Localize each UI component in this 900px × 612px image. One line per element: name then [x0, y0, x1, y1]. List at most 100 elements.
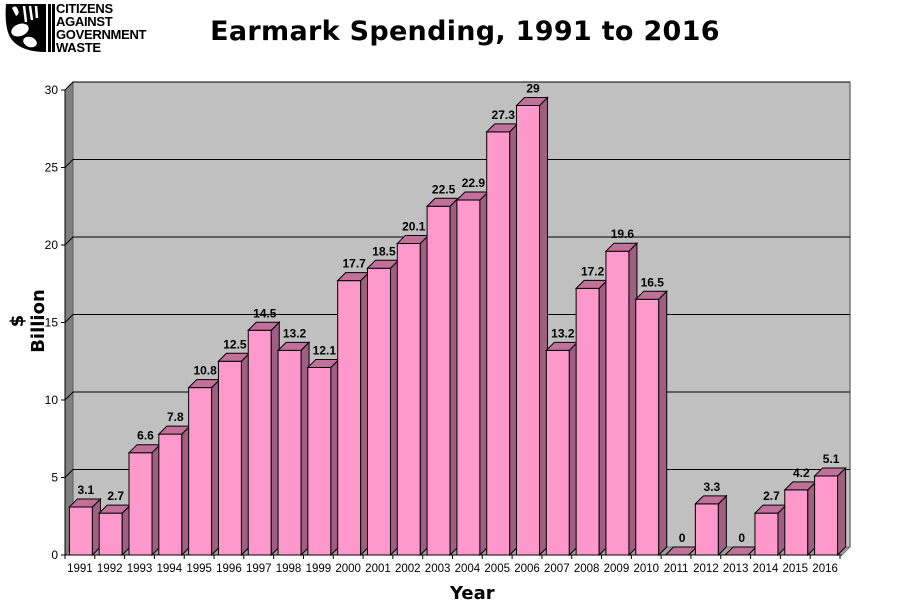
logo-line: CITIZENS: [56, 1, 113, 16]
x-tick-label: 2006: [514, 563, 540, 575]
bar: 6.6: [127, 429, 162, 557]
gridline-side: [64, 469, 74, 478]
data-label: 13.2: [283, 326, 307, 340]
data-label: 0: [679, 531, 686, 545]
data-label: 19.6: [611, 227, 635, 241]
bar: 29: [515, 82, 549, 557]
bar-front: [814, 475, 839, 556]
bar-front: [366, 267, 391, 556]
bar: 3.1: [68, 483, 102, 557]
bar-side: [837, 466, 847, 557]
bar-top: [813, 467, 847, 477]
bar: 12.5: [217, 337, 251, 557]
bar-top: [515, 97, 549, 106]
data-label: 12.5: [223, 337, 247, 351]
cagw-logo: CITIZENS AGAINST GOVERNMENT WASTE: [2, 0, 146, 58]
x-tick-label: 1992: [97, 563, 123, 575]
bar: 27.3: [485, 108, 519, 557]
data-label: 7.8: [167, 410, 184, 424]
x-tick-label: 2001: [365, 563, 391, 575]
bars: 3.1 2.7 6.6 7.8 10.8 12.5 14.5 13.2 12.1 17.7 18.5…: [68, 82, 847, 557]
gridline-side: [64, 314, 74, 323]
bar: 16.5: [634, 275, 668, 557]
data-label: 6.6: [137, 429, 154, 443]
x-tick-label: 2011: [664, 563, 689, 575]
bar-side: [658, 290, 668, 557]
data-label: 5.1: [823, 452, 840, 466]
x-tick-label: 1993: [127, 563, 153, 575]
bar-front: [128, 452, 153, 556]
bar-top: [276, 341, 311, 351]
x-tick-label: 2005: [484, 563, 510, 575]
data-label: 27.3: [492, 108, 516, 122]
chart-title: Earmark Spending, 1991 to 2016: [210, 16, 720, 47]
bar: 12.1: [306, 343, 341, 557]
x-tick-label: 1991: [67, 563, 93, 575]
logo-wordmark: CITIZENS AGAINST GOVERNMENT WASTE: [56, 2, 146, 54]
bar-front: [784, 489, 809, 556]
data-label: 2.7: [763, 489, 780, 503]
bar-front: [247, 329, 272, 556]
x-tick-label: 2003: [425, 563, 451, 575]
x-tick-label: 2010: [633, 563, 659, 575]
data-label: 2.7: [107, 489, 124, 503]
data-label: 17.7: [342, 257, 366, 271]
bar-front: [337, 280, 362, 556]
x-axis: 1991 1992 1993 1994 1995 1996 1997 1998 1999 2000…: [64, 554, 842, 575]
bar-front: [486, 131, 511, 556]
bar: 22.9: [455, 176, 490, 557]
x-tick-label: 2008: [574, 563, 600, 575]
x-tick-label: 2004: [455, 563, 481, 575]
data-label: 22.5: [432, 182, 456, 196]
data-label: 12.1: [313, 343, 337, 357]
bar-front: [277, 349, 302, 556]
bar: 3.3: [694, 480, 728, 557]
bar: 10.8: [187, 364, 221, 557]
bar: 13.2: [545, 326, 579, 557]
data-label: 17.2: [581, 264, 605, 278]
gridline-side: [64, 236, 74, 246]
y-tick-label: 20: [45, 238, 59, 252]
bar-front: [516, 105, 541, 556]
bar: 4.2: [783, 466, 817, 557]
bar-front: [545, 349, 570, 556]
x-tick-label: 1999: [306, 563, 332, 575]
data-label: 18.5: [372, 244, 396, 258]
bar: 19.6: [604, 227, 639, 557]
bar-front: [98, 512, 123, 556]
data-label: 13.2: [551, 326, 575, 340]
bar-top: [247, 321, 281, 331]
x-tick-label: 2012: [693, 563, 719, 575]
bar-side: [717, 494, 727, 557]
x-tick-label: 1998: [276, 563, 302, 575]
bar-front: [396, 242, 421, 556]
bar-front: [456, 199, 481, 556]
data-label: 10.8: [193, 364, 217, 378]
logo-line: WASTE: [56, 40, 101, 55]
bar: 13.2: [276, 326, 311, 557]
bar-front: [754, 512, 779, 556]
bar-front: [575, 287, 600, 556]
bar: 17.7: [336, 257, 370, 557]
bar-front: [217, 360, 242, 556]
y-axis: 0 5 10 15 20 25 30: [45, 83, 66, 562]
data-label: 20.1: [402, 219, 426, 233]
bar-front: [307, 366, 332, 556]
x-tick-label: 1996: [216, 563, 242, 575]
bar: 20.1: [396, 219, 430, 557]
data-label: 3.3: [704, 480, 721, 494]
bar-top: [694, 495, 728, 505]
x-tick-label: 1997: [246, 563, 272, 575]
data-label: 0: [738, 531, 745, 545]
data-label: 16.5: [641, 275, 665, 289]
data-label: 14.5: [253, 306, 277, 320]
gridline-side: [64, 81, 74, 91]
bar-front: [68, 506, 93, 556]
bar-front: [426, 205, 451, 556]
y-tick-label: 25: [45, 161, 59, 175]
bar: 2.7: [98, 489, 132, 557]
bar-top: [634, 290, 668, 300]
bar-front: [635, 298, 660, 556]
data-label: 29: [526, 82, 540, 96]
